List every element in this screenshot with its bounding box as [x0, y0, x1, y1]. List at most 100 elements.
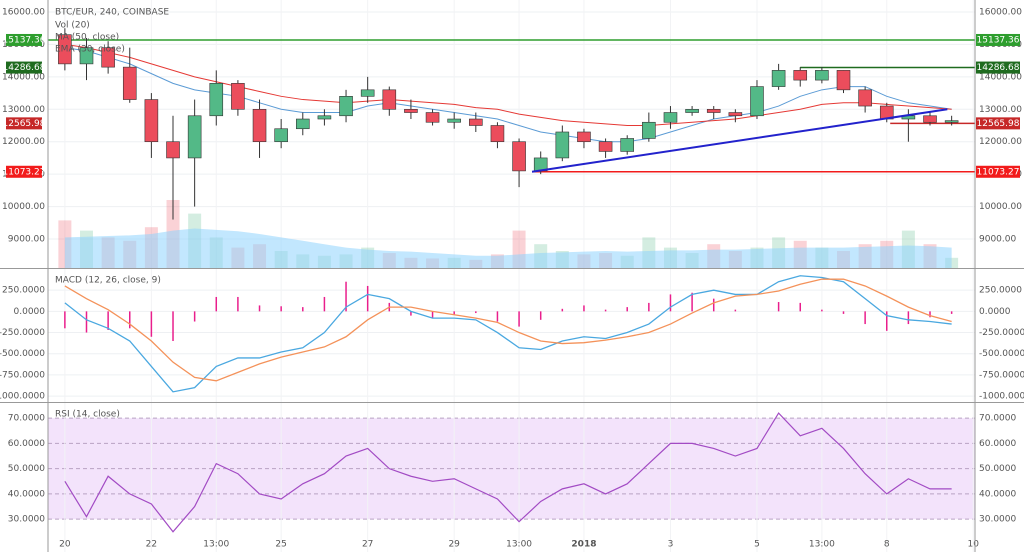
- candle-body: [252, 108, 267, 143]
- y-tick-label: 12000.00: [2, 137, 45, 147]
- level-label: 14286.68: [977, 63, 1020, 73]
- candle-body: [815, 70, 829, 81]
- candle-body: [166, 141, 180, 159]
- x-tick-label: 25: [275, 540, 286, 550]
- y-tick-label: -1000.0000: [0, 392, 45, 402]
- candle-body: [555, 131, 570, 159]
- y-tick-label: 16000.00: [2, 7, 45, 17]
- x-tick-label: 5: [754, 540, 760, 550]
- y-tick-label: 40.0000: [8, 489, 45, 499]
- candle-body: [728, 112, 743, 117]
- x-tick-label: 13:00: [809, 540, 835, 550]
- level-label-box: [6, 165, 42, 178]
- x-tick-label: 20: [59, 540, 71, 550]
- candle-body: [209, 83, 224, 117]
- y-tick-label: -750.0000: [0, 370, 45, 380]
- x-tick-label: 29: [448, 540, 460, 550]
- level-label: 15137.36: [977, 35, 1020, 45]
- rsi-line: [64, 412, 952, 533]
- level-label: 11073.27: [977, 167, 1020, 177]
- level-label-box: [6, 61, 42, 74]
- candle-body: [404, 108, 418, 113]
- candle-body: [706, 108, 721, 113]
- macd-line: [64, 278, 952, 382]
- x-tick-label: 10: [968, 540, 980, 550]
- candle-body: [382, 89, 397, 110]
- x-tick-label: 22: [146, 540, 157, 550]
- candle-body: [620, 138, 635, 152]
- candle-body: [836, 70, 851, 91]
- legend-entry: MA (50, close): [55, 33, 119, 43]
- candle-body: [771, 70, 786, 87]
- moving-average: [64, 43, 952, 127]
- candle-body: [317, 115, 332, 120]
- y-tick-label: 60.0000: [979, 439, 1016, 449]
- legend-entry: EMA (30, close): [55, 45, 125, 55]
- candle-body: [122, 66, 137, 100]
- candle-body: [101, 47, 115, 68]
- y-tick-label: -500.0000: [0, 349, 45, 359]
- candle-body: [858, 89, 872, 107]
- candle-body: [642, 121, 656, 139]
- level-label-box: [6, 33, 42, 46]
- volume-ma-area: [64, 228, 952, 268]
- candle-body: [944, 120, 959, 123]
- candle-body: [750, 86, 764, 117]
- y-tick-label: 13000.00: [979, 105, 1022, 115]
- candle-body: [490, 125, 505, 143]
- level-label: 12565.98: [3, 119, 46, 129]
- x-tick-label: 8: [884, 540, 890, 550]
- y-tick-label: 60.0000: [8, 439, 45, 449]
- x-tick-label: 3: [668, 540, 674, 550]
- candle-body: [923, 115, 937, 123]
- y-tick-label: 50.0000: [979, 464, 1016, 474]
- candle-body: [469, 118, 483, 126]
- y-tick-label: 40.0000: [979, 489, 1016, 499]
- pane-title: RSI (14, close): [55, 410, 120, 420]
- candle-body: [144, 99, 159, 143]
- y-tick-label: 250.0000: [2, 286, 45, 296]
- candle-body: [360, 89, 375, 97]
- y-tick-label: 50.0000: [8, 464, 45, 474]
- level-label: 11073.27: [3, 167, 46, 177]
- y-tick-label: 10000.00: [979, 202, 1022, 212]
- y-tick-label: 70.0000: [979, 414, 1016, 424]
- x-tick-label: 13:00: [506, 540, 532, 550]
- y-tick-label: 250.0000: [979, 286, 1022, 296]
- candle-body: [187, 115, 202, 159]
- x-tick-label: 2018: [571, 540, 596, 550]
- y-tick-label: 14000.00: [2, 72, 45, 82]
- y-tick-label: 30.0000: [8, 515, 45, 525]
- legend-entry: Vol (20): [55, 21, 90, 31]
- candle-body: [577, 131, 591, 143]
- level-label-box: [976, 165, 1020, 178]
- candle-body: [793, 70, 808, 81]
- y-tick-label: -1000.0000: [979, 392, 1024, 402]
- candle-body: [295, 118, 310, 130]
- macd-line: [64, 275, 952, 393]
- level-label: 15137.36: [3, 35, 46, 45]
- level-label-box: [976, 33, 1020, 46]
- y-tick-label: 10000.00: [2, 202, 45, 212]
- trendline: [531, 108, 948, 173]
- y-tick-label: 9000.00: [979, 235, 1016, 245]
- candle-body: [425, 112, 440, 123]
- candle-body: [685, 108, 699, 113]
- candle-body: [598, 141, 613, 152]
- candle-body: [274, 128, 288, 143]
- pane-title: MACD (12, 26, close, 9): [55, 276, 161, 286]
- y-tick-label: 0.0000: [979, 307, 1011, 317]
- level-label-box: [6, 117, 42, 130]
- candle-body: [58, 34, 72, 65]
- candle-body: [231, 83, 245, 110]
- y-tick-label: 0.0000: [14, 307, 46, 317]
- candle-body: [447, 118, 461, 123]
- candle-body: [663, 112, 678, 123]
- level-label: 12565.98: [977, 119, 1020, 129]
- x-tick-label: 13:00: [203, 540, 229, 550]
- candle-body: [79, 47, 94, 65]
- y-tick-label: 13000.00: [2, 105, 45, 115]
- y-tick-label: -500.0000: [979, 349, 1024, 359]
